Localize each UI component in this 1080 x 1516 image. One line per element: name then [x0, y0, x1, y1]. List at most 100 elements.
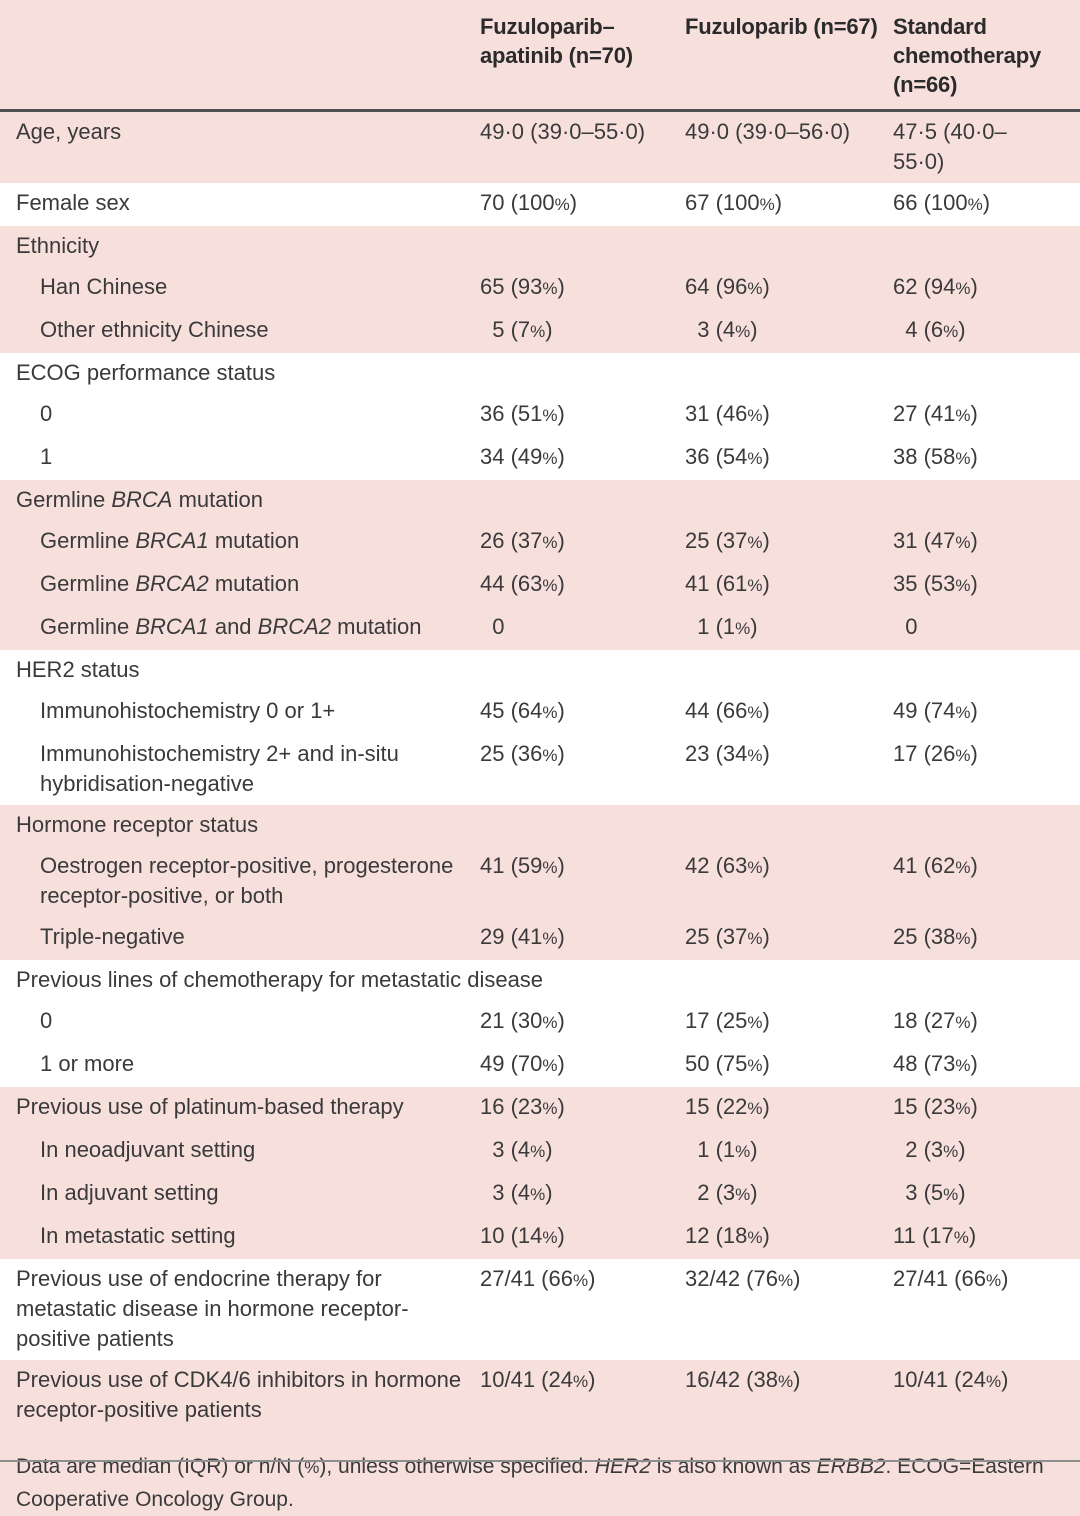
row-value: 65 (93%) — [480, 274, 565, 299]
table-row: Immunohistochemistry 2+ and in-situ hybr… — [0, 734, 1080, 805]
row-value: 16/42 (38%) — [685, 1367, 801, 1392]
row-value: 27/41 (66%) — [480, 1266, 596, 1291]
row-label: Previous use of platinum-based therapy — [16, 1094, 404, 1119]
row-value: 0 — [480, 614, 505, 639]
table-row: In adjuvant setting 3 (4%) 2 (3%) 3 (5%) — [0, 1173, 1080, 1216]
row-label: Oestrogen receptor-positive, progesteron… — [40, 853, 454, 908]
row-value: 66 (100%) — [893, 190, 991, 215]
table-row: 0 21 (30%) 17 (25%) 18 (27%) — [0, 1001, 1080, 1044]
table-footnote: Data are median (IQR) or n/N (%), unless… — [16, 1455, 1044, 1511]
table-row: 1 or more 49 (70%) 50 (75%) 48 (73%) — [0, 1044, 1080, 1087]
row-value: 15 (23%) — [893, 1094, 978, 1119]
table-row: Previous use of CDK4/6 inhibitors in hor… — [0, 1360, 1080, 1431]
row-label: 1 — [40, 444, 53, 469]
row-value: 49·0 (39·0–55·0) — [480, 119, 646, 144]
table-row: Immunohistochemistry 0 or 1+ 45 (64%) 44 (… — [0, 691, 1080, 734]
row-value: 41 (59%) — [480, 853, 565, 878]
row-value: 21 (30%) — [480, 1008, 565, 1033]
row-value: 2 (3%) — [685, 1180, 758, 1205]
row-value: 3 (4%) — [685, 317, 758, 342]
table-row: Other ethnicity Chinese 5 (7%) 3 (4%) 4 … — [0, 310, 1080, 353]
row-value: 49 (74%) — [893, 698, 978, 723]
row-value: 49·0 (39·0–56·0) — [685, 119, 851, 144]
row-label: In neoadjuvant setting — [40, 1137, 256, 1162]
row-value: 31 (46%) — [685, 401, 770, 426]
row-label: 0 — [40, 1008, 53, 1033]
row-value: 3 (4%) — [480, 1180, 553, 1205]
row-value: 23 (34%) — [685, 741, 770, 766]
table-row: Han Chinese 65 (93%) 64 (96%) 62 (94%) — [0, 267, 1080, 310]
row-label: HER2 status — [16, 657, 140, 682]
row-label: Germline BRCA1 and BRCA2 mutation — [40, 614, 422, 639]
row-label: Ethnicity — [16, 233, 100, 258]
column-header-standard-chemotherapy: Standard chemotherapy (n=66) — [893, 14, 1041, 97]
row-label: Previous use of endocrine therapy for me… — [16, 1266, 409, 1351]
row-value: 5 (7%) — [480, 317, 553, 342]
row-label: ECOG performance status — [16, 360, 276, 385]
row-value: 48 (73%) — [893, 1051, 978, 1076]
table-row: Previous use of endocrine therapy for me… — [0, 1259, 1080, 1360]
row-label: Immunohistochemistry 0 or 1+ — [40, 698, 336, 723]
row-value: 25 (38%) — [893, 924, 978, 949]
row-label: In metastatic setting — [40, 1223, 236, 1248]
table-row: Oestrogen receptor-positive, progesteron… — [0, 846, 1080, 917]
header-rule — [0, 109, 1080, 112]
row-label: In adjuvant setting — [40, 1180, 219, 1205]
row-label: Female sex — [16, 190, 130, 215]
row-value: 4 (6%) — [893, 317, 966, 342]
row-value: 18 (27%) — [893, 1008, 978, 1033]
row-label: Immunohistochemistry 2+ and in-situ hybr… — [40, 741, 399, 796]
row-value: 44 (63%) — [480, 571, 565, 596]
row-label: Germline BRCA mutation — [16, 487, 263, 512]
row-value: 47·5 (40·0–55·0) — [893, 119, 1007, 174]
column-header-fuzuloparib: Fuzuloparib (n=67) — [685, 14, 878, 39]
row-value: 27 (41%) — [893, 401, 978, 426]
table-row: Hormone receptor status — [0, 805, 1080, 846]
row-value: 38 (58%) — [893, 444, 978, 469]
row-value: 32/42 (76%) — [685, 1266, 801, 1291]
row-value: 25 (36%) — [480, 741, 565, 766]
row-value: 0 — [893, 614, 918, 639]
table-row: Germline BRCA mutation — [0, 480, 1080, 521]
row-label: 0 — [40, 401, 53, 426]
row-value: 62 (94%) — [893, 274, 978, 299]
table-row: 0 36 (51%) 31 (46%) 27 (41%) — [0, 394, 1080, 437]
table-row: Germline BRCA1 and BRCA2 mutation 0 1 (1… — [0, 607, 1080, 650]
row-value: 17 (25%) — [685, 1008, 770, 1033]
row-value: 1 (1%) — [685, 1137, 758, 1162]
row-label: Hormone receptor status — [16, 812, 259, 837]
row-value: 41 (62%) — [893, 853, 978, 878]
table-row: In metastatic setting 10 (14%) 12 (18%) 11 … — [0, 1216, 1080, 1259]
row-value: 12 (18%) — [685, 1223, 770, 1248]
row-value: 44 (66%) — [685, 698, 770, 723]
row-label: Germline BRCA2 mutation — [40, 571, 300, 596]
row-value: 64 (96%) — [685, 274, 770, 299]
row-label: Previous use of CDK4/6 inhibitors in hor… — [16, 1367, 462, 1422]
row-label: Previous lines of chemotherapy for metas… — [16, 967, 544, 992]
table-row: Ethnicity — [0, 226, 1080, 267]
row-label: Other ethnicity Chinese — [40, 317, 269, 342]
baseline-characteristics-table-body: Age, years 49·0 (39·0–55·0) 49·0 (39·0–56·… — [0, 112, 1080, 1431]
row-value: 16 (23%) — [480, 1094, 565, 1119]
table-row: HER2 status — [0, 650, 1080, 691]
row-value: 49 (70%) — [480, 1051, 565, 1076]
row-value: 10/41 (24%) — [893, 1367, 1009, 1392]
row-value: 3 (4%) — [480, 1137, 553, 1162]
row-value: 41 (61%) — [685, 571, 770, 596]
row-value: 10/41 (24%) — [480, 1367, 596, 1392]
row-label: Germline BRCA1 mutation — [40, 528, 300, 553]
row-value: 31 (47%) — [893, 528, 978, 553]
row-value: 36 (51%) — [480, 401, 565, 426]
row-value: 50 (75%) — [685, 1051, 770, 1076]
row-value: 45 (64%) — [480, 698, 565, 723]
row-value: 10 (14%) — [480, 1223, 565, 1248]
column-header-fuzuloparib-apatinib: Fuzuloparib–apatinib (n=70) — [480, 14, 633, 68]
table-row: ECOG performance status — [0, 353, 1080, 394]
bottom-rule — [0, 1460, 1080, 1462]
row-label: Triple-negative — [40, 924, 185, 949]
row-label: 1 or more — [40, 1051, 135, 1076]
row-value: 70 (100%) — [480, 190, 578, 215]
table-row: In neoadjuvant setting 3 (4%) 1 (1%) 2 (… — [0, 1130, 1080, 1173]
row-value: 25 (37%) — [685, 528, 770, 553]
row-label: Han Chinese — [40, 274, 168, 299]
